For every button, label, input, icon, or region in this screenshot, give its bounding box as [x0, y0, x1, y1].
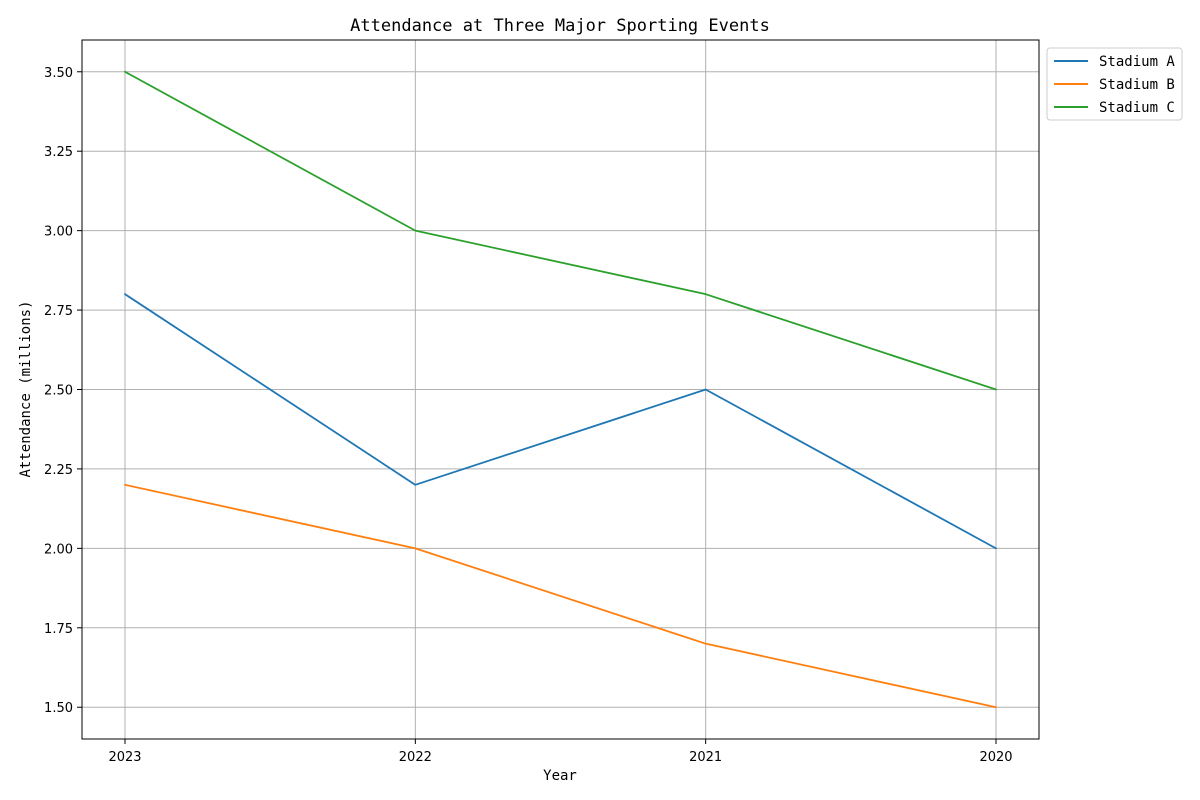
x-axis-label: Year [543, 768, 577, 784]
legend-label: Stadium A [1099, 54, 1175, 70]
legend-label: Stadium B [1099, 77, 1175, 93]
legend-box [1046, 47, 1183, 121]
x-tick-label: 2022 [399, 750, 432, 765]
y-tick-label: 1.50 [44, 701, 73, 716]
y-tick-label: 1.75 [44, 622, 73, 637]
x-tick-label: 2020 [979, 750, 1012, 765]
legend-label: Stadium C [1099, 100, 1175, 116]
series-line-stadium-a [124, 293, 997, 550]
x-tick-label: 2021 [689, 750, 722, 765]
legend: Stadium A Stadium B Stadium C [1046, 47, 1183, 121]
y-tick-label: 3.25 [44, 145, 73, 160]
series-line-stadium-c [124, 70, 997, 391]
series-line-stadium-b [124, 483, 997, 709]
chart-title: Attendance at Three Major Sporting Event… [350, 16, 770, 36]
y-tick-label: 2.00 [44, 542, 73, 557]
y-axis-label: Attendance (millions) [18, 300, 34, 477]
x-tick-label: 2023 [108, 750, 141, 765]
y-tick-label: 3.50 [44, 66, 73, 81]
y-tick-label: 3.00 [44, 225, 73, 240]
y-tick-label: 2.50 [44, 384, 73, 399]
y-tick-label: 2.25 [44, 463, 73, 478]
y-tick-label: 2.75 [44, 304, 73, 319]
series-layer [124, 70, 997, 709]
grid-layer [82, 40, 1039, 739]
tick-layer: 2023 2022 2021 2020 1.50 1.75 2.00 2.25 2.50 2.75… [44, 66, 1013, 765]
